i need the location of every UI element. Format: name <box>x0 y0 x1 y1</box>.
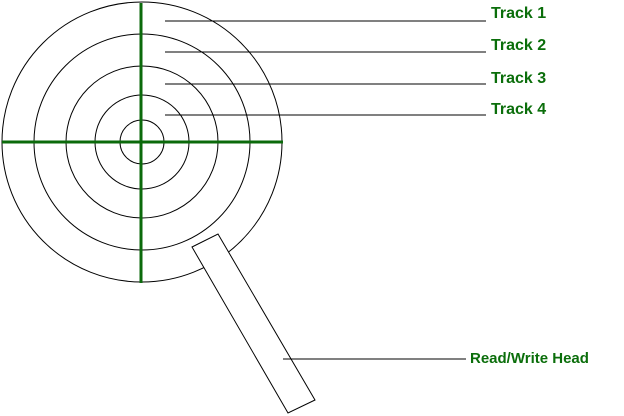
track-labels: Track 1 Track 2 Track 3 Track 4 <box>491 5 546 118</box>
sector-axes <box>2 3 283 283</box>
track-label-3: Track 3 <box>491 70 546 87</box>
track-label-1: Track 1 <box>491 5 546 22</box>
read-write-head-label: Read/Write Head <box>470 350 589 367</box>
track-label-4: Track 4 <box>491 101 546 118</box>
read-write-head-arm <box>191 233 316 414</box>
track-leader-lines <box>165 20 486 116</box>
track-label-2: Track 2 <box>491 37 546 54</box>
